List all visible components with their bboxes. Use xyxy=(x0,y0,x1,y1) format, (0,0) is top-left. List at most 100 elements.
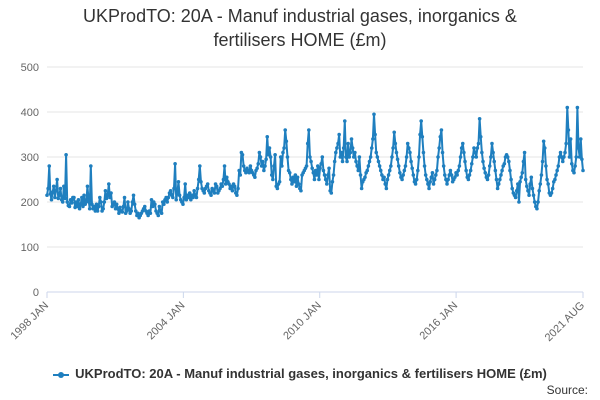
data-point[interactable] xyxy=(398,170,402,175)
data-point[interactable] xyxy=(496,182,501,186)
data-point[interactable] xyxy=(56,196,61,201)
data-point[interactable] xyxy=(148,211,153,216)
data-point[interactable] xyxy=(330,179,335,184)
data-point[interactable] xyxy=(181,202,185,207)
data-point[interactable] xyxy=(327,166,331,171)
data-point[interactable] xyxy=(409,159,413,164)
data-point[interactable] xyxy=(349,137,354,141)
legend[interactable]: UKProdTO: 20A - Manuf industrial gases, … xyxy=(0,366,600,381)
data-point[interactable] xyxy=(486,173,491,177)
data-point[interactable] xyxy=(368,155,373,159)
data-point[interactable] xyxy=(487,164,492,168)
data-point[interactable] xyxy=(392,130,397,135)
data-point[interactable] xyxy=(394,150,399,155)
data-point[interactable] xyxy=(121,204,126,209)
data-point[interactable] xyxy=(236,186,240,191)
data-point[interactable] xyxy=(76,197,81,202)
data-point[interactable] xyxy=(391,146,395,150)
data-point[interactable] xyxy=(85,184,90,189)
data-point[interactable] xyxy=(149,197,154,202)
data-point[interactable] xyxy=(191,195,195,200)
data-point[interactable] xyxy=(527,193,531,198)
data-point[interactable] xyxy=(463,159,467,164)
data-point[interactable] xyxy=(459,146,464,150)
data-point[interactable] xyxy=(187,191,192,195)
data-point[interactable] xyxy=(475,146,480,150)
data-point[interactable] xyxy=(509,177,513,182)
data-point[interactable] xyxy=(441,164,446,168)
data-point[interactable] xyxy=(550,186,555,191)
data-point[interactable] xyxy=(133,209,138,213)
data-point[interactable] xyxy=(539,173,544,177)
data-point[interactable] xyxy=(348,150,353,155)
data-point[interactable] xyxy=(439,128,444,132)
data-point[interactable] xyxy=(430,170,435,175)
data-point[interactable] xyxy=(317,177,321,182)
data-point[interactable] xyxy=(177,193,182,198)
data-point[interactable] xyxy=(426,182,430,186)
data-point[interactable] xyxy=(214,184,219,189)
data-point[interactable] xyxy=(502,161,507,166)
data-point[interactable] xyxy=(299,188,303,193)
data-point[interactable] xyxy=(241,164,246,168)
data-point[interactable] xyxy=(268,155,273,159)
data-point[interactable] xyxy=(375,155,380,159)
data-point[interactable] xyxy=(284,139,289,144)
data-point[interactable] xyxy=(367,159,372,164)
data-point[interactable] xyxy=(546,182,550,186)
data-point[interactable] xyxy=(175,191,180,195)
data-point[interactable] xyxy=(117,211,121,216)
data-point[interactable] xyxy=(437,146,441,150)
data-point[interactable] xyxy=(490,141,494,146)
data-point[interactable] xyxy=(431,182,436,186)
data-point[interactable] xyxy=(575,105,580,110)
data-point[interactable] xyxy=(53,195,57,200)
data-point[interactable] xyxy=(384,186,389,191)
data-point[interactable] xyxy=(421,150,426,155)
data-point[interactable] xyxy=(130,200,135,204)
data-point[interactable] xyxy=(440,150,445,155)
data-point[interactable] xyxy=(319,161,323,166)
data-point[interactable] xyxy=(541,139,546,144)
data-point[interactable] xyxy=(460,141,465,146)
data-point[interactable] xyxy=(448,168,453,173)
data-point[interactable] xyxy=(265,134,270,139)
data-point[interactable] xyxy=(314,173,319,177)
data-point[interactable] xyxy=(402,168,407,173)
data-point[interactable] xyxy=(418,132,422,137)
data-point[interactable] xyxy=(118,205,122,210)
data-point[interactable] xyxy=(468,168,473,173)
data-point[interactable] xyxy=(84,200,89,204)
data-point[interactable] xyxy=(150,204,155,209)
data-point[interactable] xyxy=(146,213,150,218)
data-point[interactable] xyxy=(377,164,382,168)
data-point[interactable] xyxy=(517,200,521,204)
data-point[interactable] xyxy=(573,164,577,168)
data-point[interactable] xyxy=(285,155,290,159)
data-point[interactable] xyxy=(353,150,357,155)
data-point[interactable] xyxy=(259,164,264,168)
data-point[interactable] xyxy=(494,177,499,182)
data-point[interactable] xyxy=(131,193,136,198)
data-point[interactable] xyxy=(195,186,200,191)
data-point[interactable] xyxy=(519,175,523,180)
data-point[interactable] xyxy=(78,202,83,207)
data-point[interactable] xyxy=(428,179,432,184)
data-point[interactable] xyxy=(55,177,59,182)
data-point[interactable] xyxy=(87,206,92,211)
data-point[interactable] xyxy=(189,197,193,202)
data-point[interactable] xyxy=(339,150,344,155)
data-point[interactable] xyxy=(184,197,189,202)
data-point[interactable] xyxy=(351,155,356,159)
data-point[interactable] xyxy=(578,137,583,141)
data-point[interactable] xyxy=(307,128,311,132)
data-point[interactable] xyxy=(537,188,541,193)
data-point[interactable] xyxy=(202,191,207,195)
data-point[interactable] xyxy=(510,186,515,191)
data-point[interactable] xyxy=(237,168,241,173)
data-point[interactable] xyxy=(68,197,73,202)
data-point[interactable] xyxy=(390,155,394,159)
data-point[interactable] xyxy=(472,146,476,150)
data-point[interactable] xyxy=(305,141,310,146)
data-point[interactable] xyxy=(232,184,237,189)
